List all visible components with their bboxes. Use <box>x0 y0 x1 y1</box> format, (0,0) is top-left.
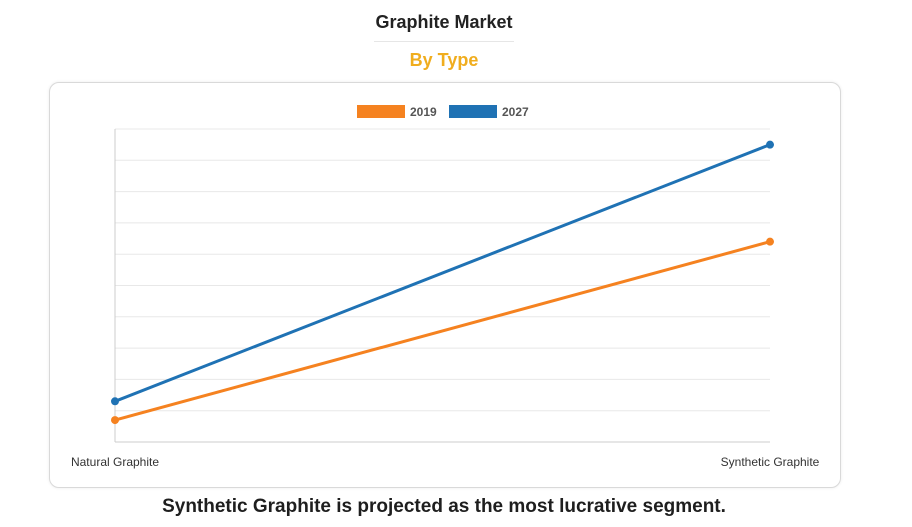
x-tick-label-1: Synthetic Graphite <box>721 455 820 469</box>
line-chart: 2019 2027 Natural Graphite Synthetic Graph… <box>71 105 820 469</box>
data-point-2019-0[interactable] <box>111 416 119 425</box>
series-line-2027 <box>114 143 771 403</box>
series-line-2019 <box>114 240 771 422</box>
legend-swatch-2027[interactable] <box>449 105 497 118</box>
axes <box>114 129 770 443</box>
data-point-2027-0[interactable] <box>111 397 119 406</box>
data-point-2027-1[interactable] <box>766 140 774 149</box>
chart-title: Graphite Market <box>375 12 513 32</box>
category-labels: Natural Graphite Synthetic Graphite <box>71 455 820 469</box>
grid-lines <box>115 128 770 412</box>
legend-label-2027[interactable]: 2027 <box>502 105 529 119</box>
title-divider <box>374 41 514 42</box>
legend-swatch-2019[interactable] <box>357 105 405 118</box>
legend-label-2019[interactable]: 2019 <box>410 105 437 119</box>
chart-caption: Synthetic Graphite is projected as the m… <box>162 496 726 517</box>
x-tick-label-0: Natural Graphite <box>71 455 159 469</box>
series-lines <box>111 140 774 425</box>
chart-card: 2019 2027 Natural Graphite Synthetic Graph… <box>49 82 841 488</box>
legend[interactable]: 2019 2027 <box>357 105 529 119</box>
data-point-2019-1[interactable] <box>766 237 774 246</box>
chart-subtitle: By Type <box>409 50 479 70</box>
